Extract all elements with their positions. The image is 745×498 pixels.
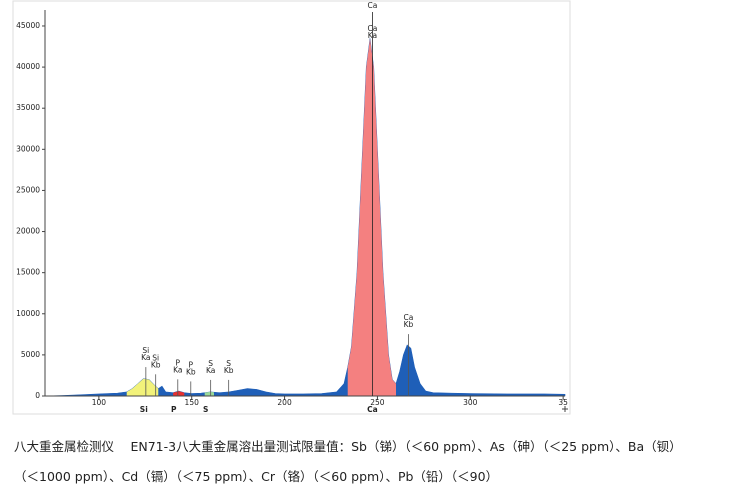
chart-frame: [12, 0, 571, 415]
top-peak-label: Ca: [367, 1, 377, 10]
region-label: S: [203, 405, 208, 414]
region-label: Ca: [367, 405, 378, 414]
spectrum-area: [44, 38, 566, 397]
caption-line: （＜1000 ppm）、Cd（镉）（＜75 ppm）、Cr（铬）（＜60 ppm…: [14, 469, 499, 484]
peak-element: P: [189, 360, 194, 369]
y-tick-label: 25000: [16, 185, 40, 194]
peak-line-label: Kb: [186, 367, 196, 376]
peak-line-label: Ka: [368, 31, 377, 40]
caption-line: 八大重金属检测仪 EN71-3八大重金属溶出量测试限量值：Sb（锑）（＜60 p…: [14, 439, 682, 454]
y-tick-label: 10000: [16, 309, 40, 318]
peak-line-label: Ka: [206, 366, 215, 375]
peak-line-label: Kb: [404, 320, 414, 329]
peak-element: Si: [152, 353, 159, 362]
y-tick-label: 15000: [16, 268, 40, 277]
spectrum-area: [347, 38, 396, 397]
y-tick-label: 5000: [21, 350, 40, 359]
peak-line-label: Kb: [151, 360, 161, 369]
y-tick-label: 30000: [16, 144, 40, 153]
x-tick-label: 300: [463, 398, 478, 407]
peak-line-label: Ka: [141, 353, 150, 362]
peak-line-label: Ka: [173, 365, 182, 374]
y-tick-label: 45000: [16, 21, 40, 30]
spectrum-area: [204, 391, 214, 396]
x-tick-label: 100: [92, 398, 107, 407]
peak-element: Ca: [367, 24, 377, 33]
spectrum-area: [173, 391, 185, 396]
peak-element: Si: [142, 346, 149, 355]
x-tick-label: 200: [277, 398, 292, 407]
peak-line-label: Kb: [224, 366, 234, 375]
chart: 0 5000 10000 15000 20000 25000 30000 35000 40000…: [12, 0, 571, 415]
axis-end-marker: [562, 406, 568, 412]
peak-element: S: [226, 359, 231, 368]
y-tick-label: 40000: [16, 62, 40, 71]
peak-element: P: [176, 358, 181, 367]
x-tick-label: 150: [185, 398, 200, 407]
y-tick-label: 0: [35, 391, 40, 400]
region-label: Si: [140, 405, 148, 414]
y-tick-label: 20000: [16, 227, 40, 236]
y-tick-label: 35000: [16, 103, 40, 112]
region-label: P: [171, 405, 177, 414]
spectrum-area: [126, 378, 159, 396]
x-tick-label: 35: [558, 398, 568, 407]
x-tick-label: 250: [370, 398, 385, 407]
peak-element: Ca: [404, 313, 414, 322]
peak-element: S: [208, 359, 213, 368]
